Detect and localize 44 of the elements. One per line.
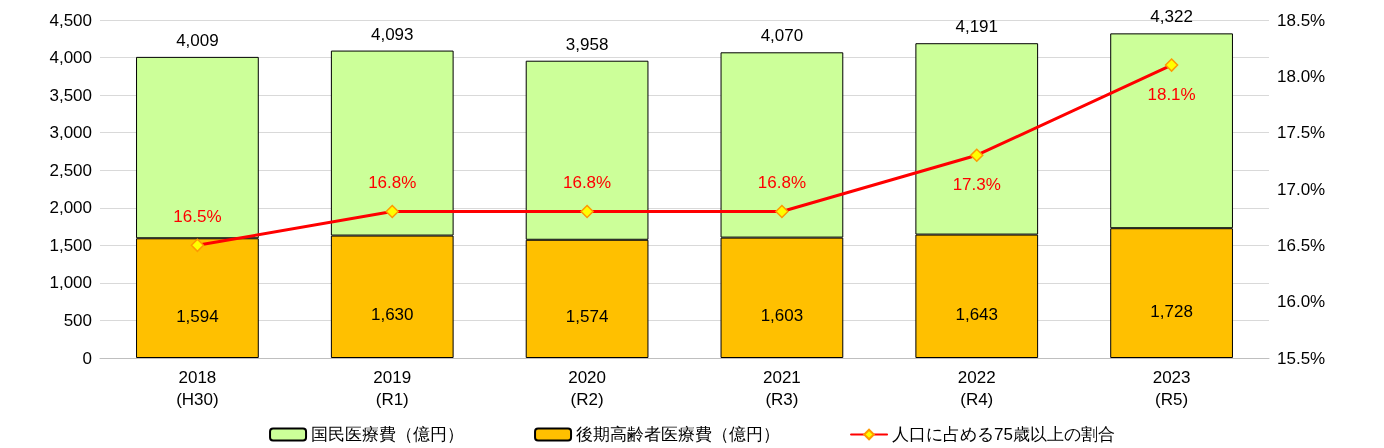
y-tick-label: 0 [82,348,92,368]
total-label: 4,070 [760,26,804,46]
data-label: 1,603 [760,306,804,326]
y2-tick-label: 18.5% [1277,10,1326,30]
y-tick-label: 500 [63,310,92,330]
y2-tick-label: 16.5% [1277,235,1326,255]
y-tick-label: 4,000 [49,48,92,68]
data-label: 1,574 [565,307,609,327]
x-tick-label: 2019 (R1) [373,367,412,409]
y2-tick-label: 17.0% [1277,179,1326,199]
total-label: 4,191 [955,17,999,37]
y-tick-label: 1,500 [49,235,92,255]
data-label: 16.8% [562,172,612,192]
x-tick-label: 2018 (H30) [176,367,219,409]
data-label: 1,728 [1150,301,1193,321]
legend-label: 人口に占める75歳以上の割合 [892,425,1115,444]
y-tick-label: 2,000 [49,198,92,218]
data-label: 18.1% [1147,84,1196,104]
y-tick-label: 3,000 [49,123,92,143]
y-tick-label: 4,500 [49,10,92,30]
data-label: 16.5% [173,206,222,226]
x-tick-label: 2021 (R3) [763,367,801,409]
y2-tick-label: 15.5% [1277,348,1326,368]
x-tick-label: 2023 (R5) [1152,367,1191,409]
y2-tick-label: 18.0% [1277,66,1326,86]
y-tick-label: 1,000 [49,273,92,293]
data-label: 1,594 [176,306,219,326]
legend-label: 後期高齢者医療費（億円） [576,425,781,444]
data-label: 1,643 [955,304,999,324]
data-label: 16.8% [757,172,807,192]
total-label: 3,958 [565,34,609,54]
legend-label: 国民医療費（億円） [311,425,465,444]
x-tick-label: 2022 (R4) [957,367,996,409]
data-label: 16.8% [368,172,417,192]
data-label: 1,630 [370,305,414,325]
x-tick-label: 2020 (R2) [568,367,606,409]
y2-tick-label: 16.0% [1277,292,1326,312]
total-label: 4,322 [1150,7,1193,27]
data-label: 17.3% [952,174,1001,194]
y-tick-label: 3,500 [49,85,92,105]
total-label: 4,009 [176,30,219,50]
y2-tick-label: 17.5% [1277,123,1326,143]
total-label: 4,093 [370,24,414,44]
y-tick-label: 2,500 [49,160,92,180]
